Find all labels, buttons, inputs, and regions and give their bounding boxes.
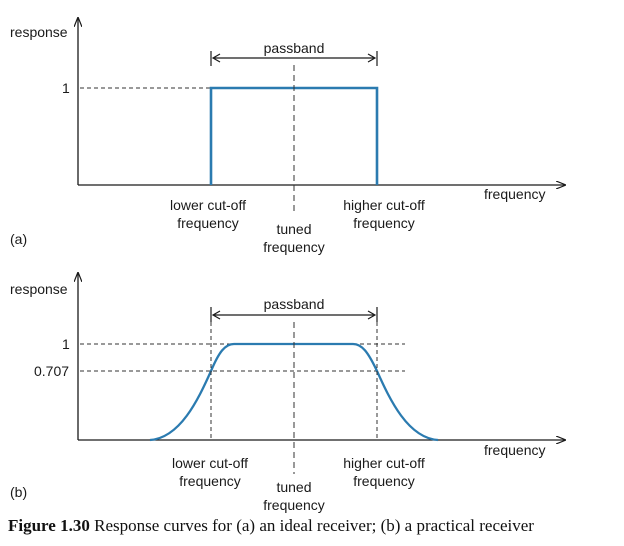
lower-cutoff-label-line1: lower cut-off bbox=[170, 197, 246, 213]
higher-cutoff-label-line2: frequency bbox=[353, 473, 414, 489]
panel-b-tag: (b) bbox=[10, 484, 27, 500]
lower-cutoff-label-line2: frequency bbox=[179, 473, 240, 489]
higher-cutoff-label-line1: higher cut-off bbox=[343, 197, 425, 213]
figure-caption: Figure 1.30 Response curves for (a) an i… bbox=[8, 516, 620, 536]
panel-b: response frequency 1 0.707 passband lowe… bbox=[10, 273, 565, 513]
passband-label: passband bbox=[264, 40, 325, 56]
x-axis-label: frequency bbox=[484, 186, 545, 202]
panel-a: response frequency 1 passband lower cut-… bbox=[10, 18, 565, 255]
passband-arrow bbox=[211, 53, 377, 63]
lower-cutoff-label-line2: frequency bbox=[177, 215, 238, 231]
figure-caption-text: Response curves for (a) an ideal receive… bbox=[94, 516, 534, 535]
y-axis-label: response bbox=[10, 281, 68, 297]
tuned-frequency-label-line2: frequency bbox=[263, 497, 324, 513]
level-1-label: 1 bbox=[62, 80, 70, 96]
passband-label: passband bbox=[264, 296, 325, 312]
tuned-frequency-label-line1: tuned bbox=[276, 479, 311, 495]
tuned-frequency-label-line1: tuned bbox=[276, 221, 311, 237]
passband-arrow bbox=[211, 310, 377, 320]
lower-cutoff-label-line1: lower cut-off bbox=[172, 455, 248, 471]
panel-a-tag: (a) bbox=[10, 231, 27, 247]
higher-cutoff-label-line2: frequency bbox=[353, 215, 414, 231]
figure-number: Figure 1.30 bbox=[8, 516, 90, 535]
x-axis-label: frequency bbox=[484, 442, 545, 458]
level-1-label: 1 bbox=[62, 336, 70, 352]
y-axis-label: response bbox=[10, 24, 68, 40]
higher-cutoff-label-line1: higher cut-off bbox=[343, 455, 425, 471]
level-0707-label: 0.707 bbox=[34, 363, 69, 379]
tuned-frequency-label-line2: frequency bbox=[263, 239, 324, 255]
